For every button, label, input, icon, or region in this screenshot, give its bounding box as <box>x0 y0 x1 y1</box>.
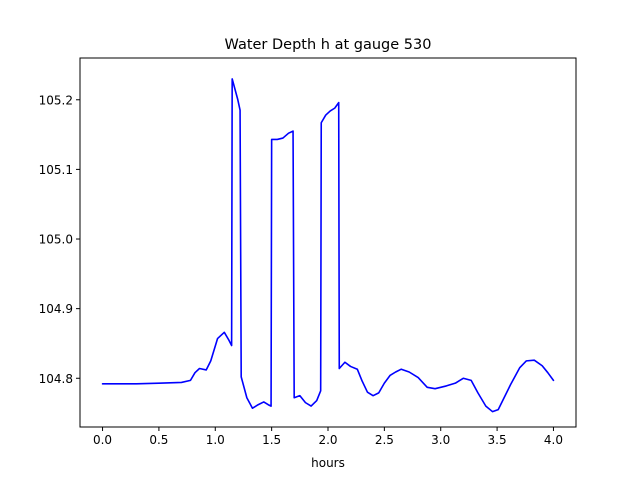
x-tick-label: 4.0 <box>544 433 563 447</box>
x-tick-label: 3.0 <box>431 433 450 447</box>
y-axis-ticks: 104.8 104.9 105.0 105.1 105.2 <box>39 93 80 386</box>
plot-area-frame <box>79 57 577 428</box>
x-axis-ticks: 0.0 0.5 1.0 1.5 2.0 2.5 3.0 3.5 4.0 <box>93 427 563 447</box>
x-tick-label: 3.5 <box>488 433 507 447</box>
x-tick-label: 0.5 <box>149 433 168 447</box>
y-tick-label: 105.1 <box>39 163 73 177</box>
x-tick-label: 1.0 <box>206 433 225 447</box>
y-tick-label: 105.2 <box>39 93 73 107</box>
series-layer <box>101 78 555 413</box>
x-tick-label: 2.0 <box>318 433 337 447</box>
y-tick-label: 105.0 <box>39 233 73 247</box>
x-axis-label: hours <box>311 456 345 470</box>
series-line <box>101 78 555 413</box>
y-tick-label: 104.8 <box>39 372 73 386</box>
x-tick-label: 1.5 <box>262 433 281 447</box>
x-tick-label: 0.0 <box>93 433 112 447</box>
y-tick-label: 104.9 <box>39 302 73 316</box>
x-tick-label: 2.5 <box>375 433 394 447</box>
chart-title: Water Depth h at gauge 530 <box>225 37 432 53</box>
